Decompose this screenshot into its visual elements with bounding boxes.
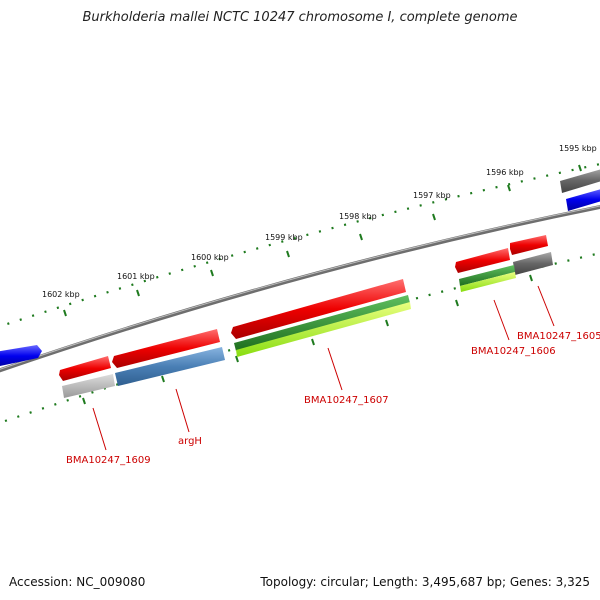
backbone-highlight bbox=[0, 205, 600, 370]
inner-major-ticks bbox=[82, 274, 533, 405]
gene-label-bma10247-1609[interactable]: BMA10247_1609 bbox=[66, 455, 151, 466]
gene-leader-lines bbox=[92, 285, 555, 451]
gene-labels: BMA10247_1605 BMA10247_1606 BMA10247_160… bbox=[66, 331, 600, 466]
feature-lightgreen-bma10247-1606[interactable] bbox=[460, 272, 516, 292]
cds-feature-blue-left[interactable] bbox=[0, 345, 42, 367]
feature-gray-bma10247-1605[interactable] bbox=[513, 252, 553, 275]
gene-label-bma10247-1606[interactable]: BMA10247_1606 bbox=[471, 346, 556, 357]
cds-feature-blue-right[interactable] bbox=[566, 188, 600, 211]
tick-label-1599: 1599 kbp bbox=[265, 233, 303, 242]
gene-label-argh[interactable]: argH bbox=[178, 436, 202, 447]
feature-darkgreen-bma10247-1606[interactable] bbox=[459, 265, 515, 286]
tick-label-1600: 1600 kbp bbox=[191, 253, 229, 262]
tick-labels: 1595 kbp 1596 kbp 1597 kbp 1598 kbp 1599… bbox=[42, 144, 597, 299]
genome-summary-text: Topology: circular; Length: 3,495,687 bp… bbox=[260, 575, 590, 589]
tick-label-1602: 1602 kbp bbox=[42, 290, 80, 299]
cds-arrow-bma10247-1605[interactable] bbox=[510, 235, 548, 255]
forward-strand-features bbox=[0, 168, 600, 367]
tick-label-1598: 1598 kbp bbox=[339, 212, 377, 221]
tick-label-1595: 1595 kbp bbox=[559, 144, 597, 153]
tick-label-1596: 1596 kbp bbox=[486, 168, 524, 177]
cds-arrow-argh[interactable] bbox=[112, 329, 220, 368]
gene-label-bma10247-1607[interactable]: BMA10247_1607 bbox=[304, 395, 389, 406]
feature-gray-right[interactable] bbox=[560, 168, 600, 193]
reverse-strand-features bbox=[59, 235, 553, 398]
cds-arrow-bma10247-1607[interactable] bbox=[231, 279, 406, 339]
outer-major-ticks bbox=[63, 164, 582, 317]
gene-label-bma10247-1605[interactable]: BMA10247_1605 bbox=[517, 331, 600, 342]
map-title: Burkholderia mallei NCTC 10247 chromosom… bbox=[82, 10, 518, 25]
cds-arrow-bma10247-1609[interactable] bbox=[59, 356, 111, 381]
accession-text: Accession: NC_009080 bbox=[9, 575, 146, 589]
cds-arrow-bma10247-1606[interactable] bbox=[455, 248, 510, 273]
feature-darkgreen-bma10247-1607[interactable] bbox=[234, 295, 410, 351]
feature-lightgreen-bma10247-1607[interactable] bbox=[236, 302, 411, 357]
chromosome-backbone bbox=[0, 204, 600, 373]
tick-label-1597: 1597 kbp bbox=[413, 191, 451, 200]
feature-gray-bma10247-1609[interactable] bbox=[62, 374, 115, 398]
tick-label-1601: 1601 kbp bbox=[117, 272, 155, 281]
feature-steel-argh[interactable] bbox=[115, 347, 225, 386]
